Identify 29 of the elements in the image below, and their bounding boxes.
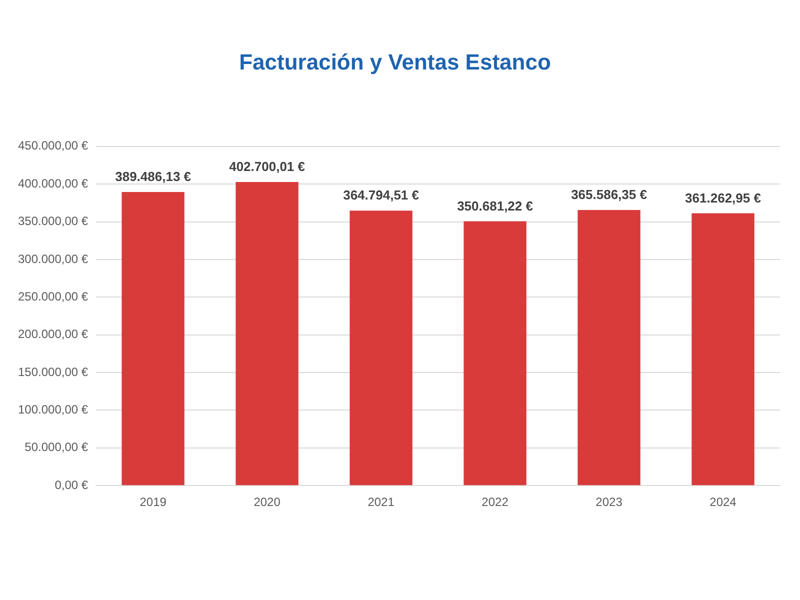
y-tick-label: 100.000,00 € <box>18 402 88 417</box>
bar <box>578 210 640 486</box>
x-tick-label: 2024 <box>710 495 737 510</box>
x-tick-label: 2020 <box>254 495 281 510</box>
x-tick-label: 2021 <box>368 495 395 510</box>
data-label: 361.262,95 € <box>685 190 761 206</box>
bar <box>236 182 298 486</box>
data-label: 350.681,22 € <box>457 198 533 214</box>
data-label: 402.700,01 € <box>229 159 306 174</box>
y-tick-label: 200.000,00 € <box>18 327 88 342</box>
y-tick-label: 400.000,00 € <box>18 176 88 190</box>
data-label: 364.794,51 € <box>343 188 419 203</box>
y-tick-label: 450.000,00 € <box>18 138 88 153</box>
x-tick-label: 2022 <box>482 495 509 510</box>
y-tick-label: 250.000,00 € <box>18 289 88 304</box>
y-tick-label: 300.000,00 € <box>18 252 88 266</box>
y-tick-label: 50.000,00 € <box>24 440 88 454</box>
y-tick-label: 350.000,00 € <box>18 214 88 228</box>
x-tick-label: 2019 <box>140 495 167 510</box>
y-tick-label: 150.000,00 € <box>18 364 88 379</box>
data-label: 389.486,13 € <box>115 169 192 184</box>
chart-title: Facturación y Ventas Estanco <box>239 49 551 74</box>
bar <box>464 221 526 486</box>
bar <box>350 210 412 486</box>
bar <box>122 192 184 486</box>
y-tick-label: 0,00 € <box>54 478 88 492</box>
bar <box>692 213 754 486</box>
x-tick-label: 2023 <box>596 495 623 510</box>
data-label: 365.586,35 € <box>571 187 647 202</box>
